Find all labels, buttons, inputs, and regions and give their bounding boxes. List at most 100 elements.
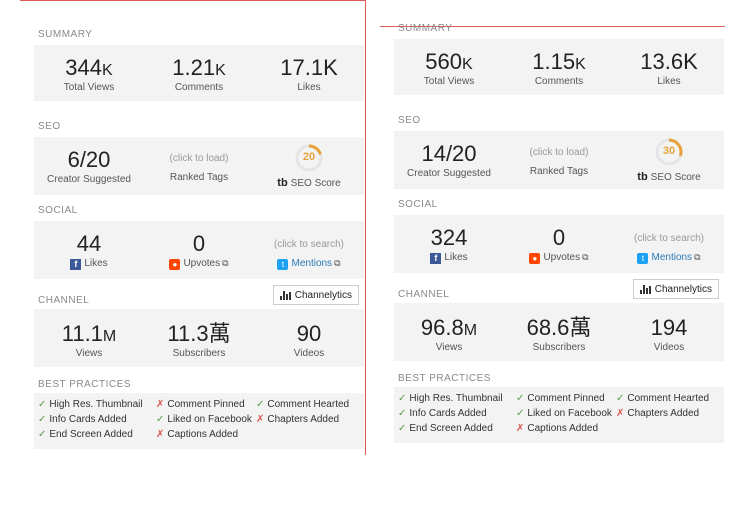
reddit-upvotes-label[interactable]: Upvotes [183,258,221,269]
subscribers-label: Subscribers [532,342,586,353]
ranked-tags-stat[interactable]: (click to load) Ranked Tags [144,153,254,183]
best-practice-label: Captions Added [167,429,239,440]
check-icon: ✓ [516,408,525,419]
channel-title: CHANNEL [38,295,90,306]
facebook-likes-label: Likes [84,258,108,269]
best-practice-label: Captions Added [527,423,599,434]
channel-views-label: Views [435,342,463,353]
best-practice-item: ✓ End Screen Added [38,429,133,440]
reddit-icon: ● [169,259,181,270]
channel-views-unit: M [463,322,478,339]
check-icon: ✓ [38,399,47,410]
creator-suggested-value: 6/20 [67,147,111,172]
comments-value: 1.21 [172,55,216,80]
best-practice-item: ✓ Info Cards Added [398,408,487,419]
twitter-mentions-stat[interactable]: (click to search) t Mentions ⧉ [614,233,724,264]
seo-score-value: 20 [302,151,316,163]
seo-title: SEO [398,115,421,126]
external-link-icon[interactable]: ⧉ [222,258,229,268]
reddit-upvotes-label[interactable]: Upvotes [543,252,581,263]
twitter-icon: t [637,253,649,264]
summary-title: SUMMARY [38,29,93,40]
seo-title: SEO [38,121,61,132]
bar-chart-icon [279,290,291,300]
summary-box: 560K Total Views 1.15K Comments 13.6K Li… [394,39,724,95]
best-practice-item: ✓ Info Cards Added [38,414,127,425]
ranked-tags-load-link[interactable]: (click to load) [169,153,229,164]
reddit-upvotes-stat[interactable]: 0 ● Upvotes ⧉ [504,227,614,264]
best-practice-item: ✓ End Screen Added [398,423,493,434]
external-link-icon[interactable]: ⧉ [582,252,589,262]
channel-views-label: Views [75,348,103,359]
seo-score-ring-graphic [655,138,683,166]
check-icon: ✓ [156,414,165,425]
likes-label: Likes [657,76,681,87]
best-practice-item: ✓ High Res. Thumbnail [38,399,143,410]
subscribers-value: 11.3萬 [167,321,231,346]
tubebuddy-icon: tb [277,177,288,189]
comments-label: Comments [174,82,224,93]
comments-stat: 1.15K Comments [504,51,614,88]
total-views-value: 560 [425,49,463,74]
ranked-tags-label: Ranked Tags [529,166,589,177]
best-practice-item: ✗ Comment Pinned [156,399,245,410]
mentions-search-link[interactable]: (click to search) [633,233,704,244]
twitter-mentions-label[interactable]: Mentions [291,258,333,269]
best-practices-title: BEST PRACTICES [38,379,131,390]
best-practice-item: ✓ Comment Hearted [616,393,709,404]
best-practice-label: High Res. Thumbnail [49,399,143,410]
best-practice-label: Comment Hearted [267,399,350,410]
seo-score-stat[interactable]: 20 tb SEO Score [254,143,364,189]
check-icon: ✓ [398,423,407,434]
videos-label: Videos [653,342,685,353]
best-practice-item: ✓ Comment Hearted [256,399,349,410]
mentions-search-link[interactable]: (click to search) [273,239,344,250]
cross-icon: ✗ [156,399,165,410]
external-link-icon[interactable]: ⧉ [694,252,701,262]
check-icon: ✓ [616,393,625,404]
channel-box: 11.1M Views 11.3萬 Subscribers 90 Videos [34,309,364,367]
creator-suggested-stat: 14/20 Creator Suggested [394,141,504,180]
seo-score-ring: 20 [294,143,324,173]
external-link-icon[interactable]: ⧉ [334,258,341,268]
subscribers-label: Subscribers [172,348,226,359]
twitter-icon: t [277,259,289,270]
cross-icon: ✗ [256,414,265,425]
facebook-likes-stat: 324 f Likes [394,227,504,264]
facebook-likes-label: Likes [444,252,468,263]
summary-box: 344K Total Views 1.21K Comments 17.1K Li… [34,45,364,101]
facebook-icon: f [70,259,82,270]
best-practice-item: ✓ High Res. Thumbnail [398,393,503,404]
ranked-tags-load-link[interactable]: (click to load) [529,147,589,158]
creator-suggested-label: Creator Suggested [407,168,491,179]
creator-suggested-value: 14/20 [421,141,477,166]
channelytics-button[interactable]: Channelytics [632,279,719,299]
twitter-mentions-label[interactable]: Mentions [651,252,693,263]
seo-box: 14/20 Creator Suggested (click to load) … [394,131,724,189]
best-practice-label: High Res. Thumbnail [409,393,503,404]
ranked-tags-stat[interactable]: (click to load) Ranked Tags [504,147,614,177]
reddit-upvotes-stat[interactable]: 0 ● Upvotes ⧉ [144,233,254,270]
best-practice-label: Info Cards Added [409,408,487,419]
best-practice-label: Comment Pinned [527,393,605,404]
seo-score-stat[interactable]: 30 tb SEO Score [614,137,724,183]
cross-icon: ✗ [516,423,525,434]
check-icon: ✓ [516,393,525,404]
ranked-tags-label: Ranked Tags [169,172,229,183]
check-icon: ✓ [398,393,407,404]
likes-stat: 13.6K Likes [614,51,724,88]
best-practice-label: Liked on Facebook [527,408,612,419]
channelytics-button[interactable]: Channelytics [272,285,359,305]
total-views-stat: 560K Total Views [394,49,504,88]
subscribers-value: 68.6萬 [526,315,592,340]
facebook-likes-value: 44 [76,231,102,256]
best-practice-item: ✗ Captions Added [156,429,238,440]
likes-label: Likes [297,82,321,93]
videos-stat: 194 Videos [614,317,724,354]
facebook-likes-value: 324 [430,225,468,250]
best-practice-label: Info Cards Added [49,414,127,425]
likes-stat: 17.1K Likes [254,57,364,94]
videos-stat: 90 Videos [254,323,364,360]
twitter-mentions-stat[interactable]: (click to search) t Mentions ⧉ [254,239,364,270]
best-practice-label: End Screen Added [409,423,493,434]
